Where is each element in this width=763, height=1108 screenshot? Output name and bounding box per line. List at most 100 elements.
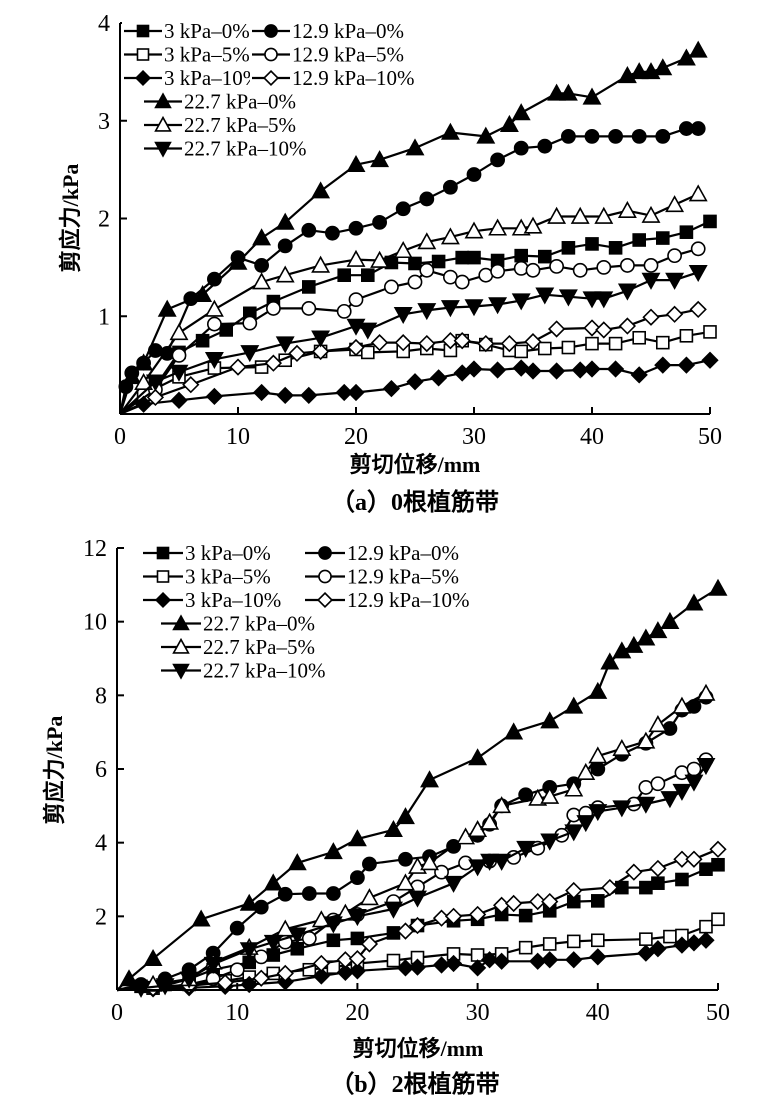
data-point bbox=[252, 228, 272, 246]
data-point bbox=[398, 851, 413, 867]
legend-item-22_7-kpa-5pct: 22.7 kPa–5% bbox=[159, 635, 315, 659]
legend-item-12_9-kpa-0pct: 12.9 kPa–0% bbox=[303, 541, 459, 565]
data-point bbox=[206, 316, 222, 332]
data-point bbox=[679, 328, 694, 343]
data-point bbox=[179, 971, 199, 989]
data-point bbox=[524, 362, 542, 380]
data-point bbox=[537, 249, 552, 264]
data-point bbox=[570, 206, 590, 224]
legend-label: 12.9 kPa–5% bbox=[292, 43, 404, 67]
data-point bbox=[518, 940, 533, 955]
data-point bbox=[395, 201, 411, 217]
data-point bbox=[547, 206, 567, 224]
legend-marker bbox=[264, 24, 278, 38]
data-point bbox=[229, 962, 245, 978]
data-point bbox=[408, 958, 427, 976]
data-point bbox=[453, 332, 471, 350]
data-point bbox=[685, 850, 703, 868]
data-point bbox=[636, 796, 656, 814]
data-point bbox=[276, 964, 294, 983]
legend-label: 12.9 kPa–0% bbox=[347, 541, 459, 565]
data-point bbox=[673, 850, 691, 868]
data-point bbox=[275, 265, 295, 283]
data-point bbox=[480, 812, 500, 830]
data-point bbox=[372, 215, 387, 230]
data-point bbox=[348, 950, 367, 968]
data-point bbox=[703, 214, 717, 229]
data-point bbox=[263, 873, 283, 891]
data-point bbox=[346, 249, 366, 267]
data-point bbox=[585, 336, 599, 351]
data-point bbox=[360, 935, 379, 953]
data-point bbox=[696, 758, 716, 776]
data-point bbox=[572, 262, 588, 278]
data-point bbox=[441, 332, 460, 350]
series-22_7-kpa-5pct bbox=[116, 683, 716, 992]
data-point bbox=[193, 284, 213, 303]
data-point bbox=[370, 250, 390, 268]
legend-item-3-kpa-5pct: 3 kPa–5% bbox=[141, 565, 271, 589]
y-tick-label: 12 bbox=[83, 536, 107, 562]
data-point bbox=[276, 386, 294, 405]
data-point bbox=[677, 356, 696, 374]
data-point bbox=[468, 905, 487, 924]
data-point bbox=[608, 241, 623, 255]
legend-marker bbox=[172, 614, 190, 631]
data-point bbox=[708, 578, 728, 596]
data-point bbox=[347, 383, 365, 402]
data-point bbox=[203, 956, 223, 974]
data-point bbox=[358, 322, 378, 340]
legend-item-22_7-kpa-5pct: 22.7 kPa–5% bbox=[142, 113, 296, 137]
data-point bbox=[143, 948, 163, 966]
data-point bbox=[420, 853, 439, 871]
y-tick-label: 6 bbox=[95, 757, 107, 783]
data-point bbox=[275, 212, 295, 230]
legend-marker bbox=[316, 591, 334, 609]
legend-item-22_7-kpa-0pct: 22.7 kPa–0% bbox=[142, 90, 296, 114]
x-tick-label: 40 bbox=[586, 1000, 610, 1026]
data-point bbox=[512, 359, 530, 377]
data-point bbox=[565, 881, 583, 900]
legend-item-3-kpa-5pct: 3 kPa–5% bbox=[122, 43, 250, 67]
data-point bbox=[311, 181, 331, 199]
x-tick-label: 40 bbox=[580, 424, 604, 450]
legend-label: 12.9 kPa–10% bbox=[347, 588, 470, 612]
data-point bbox=[655, 128, 671, 144]
chart-b-caption: （b）2根植筋带 bbox=[330, 1070, 499, 1098]
data-point bbox=[370, 150, 390, 168]
legend-label: 22.7 kPa–0% bbox=[184, 90, 296, 114]
chart-b-shear-stress-2-strips: 0 10 20 30 40 50 2 4 6 8 10 12 剪应力/kPa 剪切位移/mm （b）2… bbox=[42, 536, 730, 1098]
series-22_7-kpa-5pct bbox=[119, 184, 708, 415]
data-point bbox=[643, 258, 659, 273]
data-point bbox=[608, 128, 623, 144]
data-point bbox=[590, 894, 605, 908]
data-point bbox=[393, 307, 413, 325]
data-point bbox=[547, 320, 566, 338]
data-point bbox=[618, 317, 637, 335]
chart-b-ylabel: 剪应力/kPa bbox=[42, 716, 67, 825]
data-point bbox=[277, 886, 293, 902]
data-point bbox=[667, 248, 682, 264]
data-point bbox=[324, 225, 340, 241]
legend-item-12_9-kpa-10pct: 12.9 kPa–10% bbox=[303, 588, 470, 612]
data-point bbox=[651, 876, 665, 890]
data-point bbox=[359, 888, 379, 906]
data-point bbox=[488, 297, 508, 315]
data-point bbox=[350, 931, 365, 946]
data-point bbox=[347, 829, 367, 847]
data-point bbox=[493, 952, 511, 970]
data-point bbox=[561, 128, 576, 144]
data-point bbox=[632, 233, 647, 247]
legend-label: 22.7 kPa–10% bbox=[184, 137, 307, 161]
legend-marker bbox=[262, 69, 280, 87]
data-point bbox=[696, 683, 716, 701]
data-point bbox=[703, 325, 717, 339]
legend-item-3-kpa-0pct: 3 kPa–0% bbox=[141, 541, 271, 565]
data-point bbox=[558, 289, 578, 307]
data-point bbox=[468, 748, 488, 766]
data-point bbox=[252, 383, 271, 402]
data-point bbox=[686, 761, 702, 777]
data-point bbox=[454, 274, 470, 290]
data-point bbox=[419, 262, 435, 278]
data-point bbox=[492, 853, 512, 871]
